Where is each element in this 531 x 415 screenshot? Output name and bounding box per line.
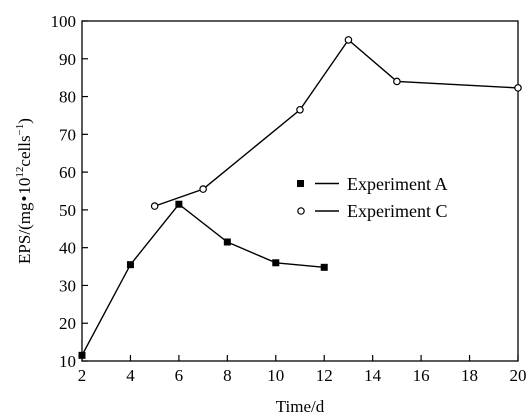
legend-marker-c bbox=[297, 207, 305, 215]
y-tick-label: 50 bbox=[59, 201, 76, 220]
series-line bbox=[154, 38, 519, 207]
y-axis-title-expneg1: −1 bbox=[14, 124, 26, 136]
y-axis-title: EPS/(mg•1012cells−1) bbox=[14, 118, 34, 264]
x-tick-label: 12 bbox=[316, 366, 333, 385]
data-point bbox=[199, 185, 207, 193]
legend-label-c: Experiment C bbox=[347, 201, 447, 221]
y-tick-label: 90 bbox=[59, 50, 76, 69]
y-axis-title-exp12: 12 bbox=[14, 167, 26, 178]
x-axis-title: Time/d bbox=[276, 397, 325, 415]
x-axis: 2 4 6 8 10 12 14 16 18 20 bbox=[78, 355, 527, 385]
data-point bbox=[78, 351, 86, 359]
series-line bbox=[81, 203, 325, 356]
data-point bbox=[126, 261, 134, 269]
data-point bbox=[344, 36, 353, 44]
data-point bbox=[320, 263, 328, 271]
series-layer bbox=[78, 36, 522, 359]
y-axis-title-prefix: EPS/(mg bbox=[15, 202, 34, 264]
data-point bbox=[272, 259, 280, 267]
x-tick-label: 20 bbox=[510, 366, 527, 385]
y-axis-title-dot: • bbox=[15, 196, 34, 202]
x-tick-label: 18 bbox=[461, 366, 478, 385]
series-a bbox=[78, 200, 328, 359]
x-tick-label: 4 bbox=[126, 366, 135, 385]
legend: Experiment A Experiment C bbox=[297, 174, 447, 221]
y-tick-label: 100 bbox=[51, 12, 77, 31]
x-tick-label: 2 bbox=[78, 366, 87, 385]
y-axis-title-cells: cells bbox=[15, 135, 34, 166]
legend-marker-a bbox=[297, 180, 304, 187]
x-tick-label: 6 bbox=[175, 366, 184, 385]
y-tick-label: 80 bbox=[59, 88, 76, 107]
x-tick-label: 16 bbox=[413, 366, 430, 385]
series-c bbox=[150, 36, 522, 210]
y-axis: 10 20 30 40 50 60 70 80 90 100 bbox=[51, 12, 88, 371]
legend-item-c: Experiment C bbox=[297, 201, 447, 221]
legend-item-a: Experiment A bbox=[297, 174, 447, 194]
data-point bbox=[223, 238, 231, 246]
legend-label-a: Experiment A bbox=[347, 174, 447, 194]
data-point bbox=[150, 202, 159, 210]
y-tick-label: 40 bbox=[59, 239, 76, 258]
y-tick-label: 70 bbox=[59, 125, 76, 144]
data-point bbox=[296, 105, 304, 114]
y-axis-title-ten: 10 bbox=[15, 178, 34, 195]
data-point bbox=[393, 77, 401, 86]
y-tick-label: 10 bbox=[59, 352, 76, 371]
y-tick-label: 60 bbox=[59, 163, 76, 182]
y-axis-title-close: ) bbox=[15, 118, 34, 124]
x-tick-label: 10 bbox=[267, 366, 284, 385]
data-point bbox=[514, 84, 522, 92]
plot-frame bbox=[81, 20, 519, 362]
y-tick-label: 30 bbox=[59, 276, 76, 295]
x-tick-label: 8 bbox=[223, 366, 232, 385]
x-tick-label: 14 bbox=[364, 366, 382, 385]
y-tick-label: 20 bbox=[59, 314, 76, 333]
data-point bbox=[175, 200, 183, 208]
